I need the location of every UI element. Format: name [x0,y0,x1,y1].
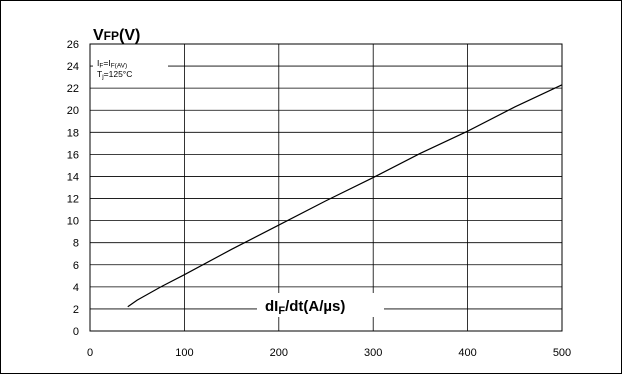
annotation-tj-mid: =125°C [104,69,133,79]
y-tick-label: 10 [67,216,79,228]
annotation-tj: Tj=125°C [97,69,132,81]
x-tick-label: 300 [364,347,382,359]
annotation-if-main: I [97,58,99,68]
ylabel-bg [92,23,152,43]
y-tick-label: 18 [67,127,79,139]
x-tick-label: 0 [87,347,93,359]
horizontal-gridlines [90,43,562,332]
y-tick-label: 8 [73,238,79,250]
y-tick-label: 16 [67,149,79,161]
annotation-bg [93,55,168,81]
x-axis-label-unit: /dt(A/µs) [285,298,345,315]
y-tick-label: 26 [67,39,79,51]
plot-border [89,43,563,332]
annotation-tj-main: T [97,69,102,79]
y-axis-label-unit: (V) [119,27,140,44]
x-tick-labels: 0 100 200 300 400 500 [87,347,571,359]
y-tick-label: 12 [67,194,79,206]
x-tick-label: 500 [553,347,571,359]
y-tick-label: 14 [67,171,79,183]
y-tick-label: 22 [67,83,79,95]
y-tick-label: 2 [73,304,79,316]
y-axis-label-sub: FP [104,29,119,43]
annotation-if-sub2: F(AV) [111,63,128,70]
annotation-if-sub: F [99,63,103,70]
y-axis-label: VFP(V) [93,27,140,44]
x-axis-label: dIF/dt(A/µs) [265,298,345,317]
plot-area [90,44,562,331]
annotation-if-mid: =I [103,58,110,68]
annotation-tj-sub: j [101,74,103,81]
x-tick-label: 400 [458,347,476,359]
y-tick-label: 20 [67,105,79,117]
series-line [127,84,563,308]
x-tick-label: 200 [270,347,288,359]
annotation-if: IF=IF(AV) [97,58,127,70]
y-tick-label: 0 [73,326,79,338]
x-axis-label-main: dI [265,298,278,315]
x-tick-label: 100 [175,347,193,359]
y-tick-label: 6 [73,260,79,272]
y-axis-label-main: V [93,27,104,44]
xlabel-bg [257,293,384,317]
x-axis-label-sub: F [278,305,285,317]
y-tick-label: 24 [67,61,79,73]
y-tick-label: 4 [73,282,79,294]
